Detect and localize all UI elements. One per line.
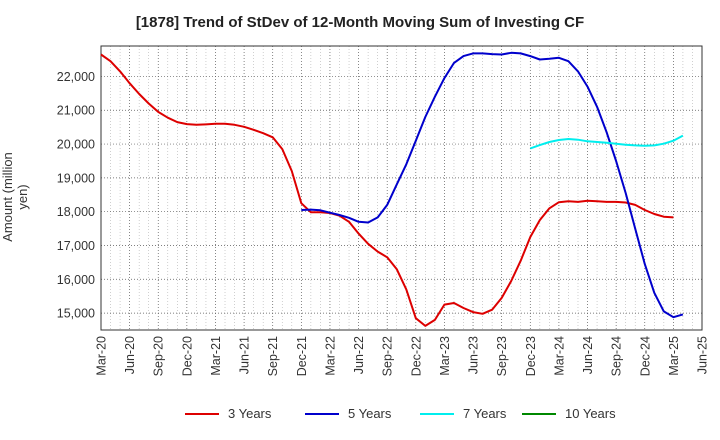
- x-tick-label: Dec-21: [295, 336, 309, 376]
- x-tick-label: Dec-22: [409, 336, 423, 376]
- legend-swatch: [420, 413, 454, 415]
- plot-frame: [100, 45, 703, 331]
- y-tick-label: 16,000: [57, 273, 95, 287]
- x-tick-label: Sep-21: [266, 336, 280, 376]
- y-tick-label: 20,000: [57, 138, 95, 152]
- y-tick-label: 15,000: [57, 307, 95, 321]
- x-tick-label: Mar-20: [95, 336, 109, 376]
- legend-label: 10 Years: [565, 406, 616, 421]
- x-tick-label: Dec-20: [180, 336, 194, 376]
- x-tick-label: Jun-22: [352, 336, 366, 374]
- legend: 3 Years 5 Years 7 Years 10 Years: [0, 404, 720, 426]
- legend-swatch: [185, 413, 219, 415]
- x-tick-label: Dec-24: [638, 336, 652, 376]
- x-tick-label: Jun-24: [581, 336, 595, 374]
- x-tick-label: Jun-20: [123, 336, 137, 374]
- y-tick-label: 21,000: [57, 104, 95, 118]
- x-tick-label: Sep-20: [152, 336, 166, 376]
- y-tick-label: 22,000: [57, 70, 95, 84]
- x-tick-label: Mar-24: [552, 336, 566, 376]
- series-line-7-years: [529, 134, 684, 150]
- x-tick-label: Mar-25: [667, 336, 681, 376]
- y-tick-label: 18,000: [57, 205, 95, 219]
- series-line-3-years: [100, 53, 674, 327]
- x-tick-label: Jun-23: [467, 336, 481, 374]
- x-tick-label: Dec-23: [524, 336, 538, 376]
- plot-area: 15,000 16,000 17,000 18,000 19,000 20,000 21,0…: [57, 45, 710, 376]
- x-tick-label: Sep-24: [610, 336, 624, 376]
- legend-label: 7 Years: [463, 406, 507, 421]
- x-tick-label: Sep-22: [381, 336, 395, 376]
- x-tick-label: Sep-23: [495, 336, 509, 376]
- x-tick-label: Mar-23: [438, 336, 452, 376]
- legend-swatch: [522, 413, 556, 415]
- legend-label: 3 Years: [228, 406, 272, 421]
- x-tick-label: Mar-22: [323, 336, 337, 376]
- legend-swatch: [305, 413, 339, 415]
- y-tick-label: 17,000: [57, 239, 95, 253]
- series-line-5-years: [301, 51, 684, 319]
- x-tick-label: Jun-25: [696, 336, 710, 374]
- x-tick-label: Mar-21: [209, 336, 223, 376]
- chart-title: [1878] Trend of StDev of 12-Month Moving…: [135, 14, 585, 31]
- y-tick-label: 19,000: [57, 171, 95, 185]
- legend-label: 5 Years: [348, 406, 392, 421]
- x-tick-label: Jun-21: [238, 336, 252, 374]
